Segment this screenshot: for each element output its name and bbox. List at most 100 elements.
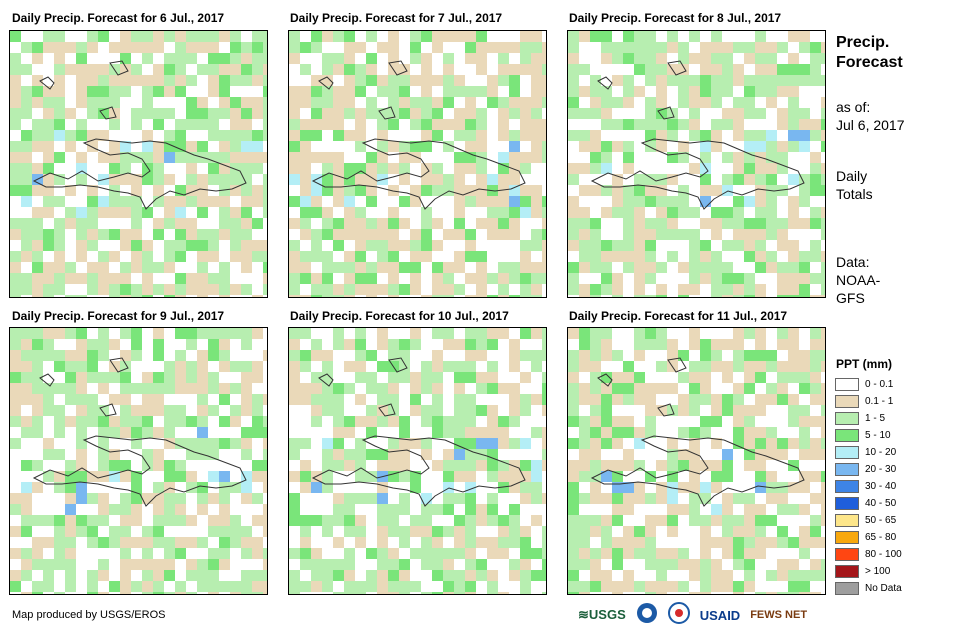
precip-cell: [810, 559, 821, 570]
precip-cell: [208, 108, 219, 119]
precip-cell: [634, 438, 645, 449]
precip-cell: [289, 592, 300, 594]
precip-cell: [722, 240, 733, 251]
precip-cell: [333, 229, 344, 240]
precip-cell: [568, 515, 579, 526]
precip-cell: [289, 504, 300, 515]
precip-cell: [164, 372, 175, 383]
precip-cell: [21, 548, 32, 559]
precip-cell: [164, 471, 175, 482]
precip-cell: [153, 229, 164, 240]
precip-cell: [799, 218, 810, 229]
precip-cell: [634, 493, 645, 504]
precip-cell: [388, 559, 399, 570]
precip-cell: [777, 449, 788, 460]
precip-cell: [799, 141, 810, 152]
map-panel-1[interactable]: [9, 30, 268, 298]
precip-cell: [21, 251, 32, 262]
precip-cell: [454, 471, 465, 482]
precip-cell: [109, 229, 120, 240]
precip-cell: [821, 174, 825, 185]
precip-cell: [355, 163, 366, 174]
precip-cell: [755, 295, 766, 297]
precip-cell: [487, 449, 498, 460]
precip-cell: [208, 75, 219, 86]
precip-cell: [153, 141, 164, 152]
precip-cell: [131, 251, 142, 262]
precip-cell: [252, 108, 263, 119]
precip-cell: [821, 537, 825, 548]
precip-cell: [601, 460, 612, 471]
precip-cell: [568, 262, 579, 273]
map-panel-3[interactable]: [567, 30, 826, 298]
precip-cell: [568, 229, 579, 240]
precip-cell: [612, 383, 623, 394]
precip-cell: [744, 383, 755, 394]
precip-cell: [667, 251, 678, 262]
precip-cell: [799, 284, 810, 295]
precip-cell: [509, 42, 520, 53]
precip-cell: [568, 273, 579, 284]
precip-cell: [377, 526, 388, 537]
legend-item: 80 - 100: [835, 546, 902, 563]
legend-swatch: [835, 446, 859, 459]
precip-cell: [87, 240, 98, 251]
precip-cell: [208, 559, 219, 570]
precip-cell: [322, 108, 333, 119]
precip-cell: [197, 185, 208, 196]
precip-cell: [531, 31, 542, 42]
precip-cell: [509, 537, 520, 548]
precip-cell: [465, 372, 476, 383]
precip-cell: [733, 361, 744, 372]
precip-cell: [263, 86, 267, 97]
precip-cell: [454, 493, 465, 504]
precip-cell: [377, 262, 388, 273]
precip-cell: [153, 262, 164, 273]
precip-cell: [579, 449, 590, 460]
precip-cell: [777, 361, 788, 372]
precip-cell: [476, 460, 487, 471]
precip-cell: [568, 570, 579, 581]
precip-cell: [487, 229, 498, 240]
precip-cell: [175, 493, 186, 504]
precip-cell: [432, 394, 443, 405]
map-panel-6[interactable]: [567, 327, 826, 595]
precip-cell: [109, 174, 120, 185]
precip-cell: [498, 119, 509, 130]
precip-cell: [454, 394, 465, 405]
precip-cell: [142, 493, 153, 504]
precip-cell: [766, 471, 777, 482]
precip-cell: [76, 416, 87, 427]
precip-cell: [131, 64, 142, 75]
precip-cell: [311, 295, 322, 297]
precip-cell: [76, 273, 87, 284]
precip-cell: [164, 383, 175, 394]
precip-cell: [120, 592, 131, 594]
precip-cell: [421, 537, 432, 548]
precip-cell: [388, 383, 399, 394]
precip-cell: [590, 405, 601, 416]
precip-cell: [263, 75, 267, 86]
precip-cell: [509, 460, 520, 471]
map-panel-4[interactable]: [9, 327, 268, 595]
precip-cell: [432, 526, 443, 537]
map-panel-2[interactable]: [288, 30, 547, 298]
precip-cell: [623, 53, 634, 64]
precip-cell: [344, 295, 355, 297]
map-panel-5[interactable]: [288, 327, 547, 595]
precip-cell: [788, 240, 799, 251]
precip-cell: [410, 482, 421, 493]
precip-cell: [87, 416, 98, 427]
precip-cell: [722, 75, 733, 86]
precip-cell: [821, 130, 825, 141]
precip-cell: [208, 119, 219, 130]
precip-cell: [241, 251, 252, 262]
precip-cell: [487, 42, 498, 53]
precip-cell: [623, 262, 634, 273]
precip-cell: [568, 97, 579, 108]
precip-cell: [689, 119, 700, 130]
precip-cell: [542, 526, 546, 537]
precip-cell: [230, 152, 241, 163]
precip-cell: [667, 196, 678, 207]
precip-cell: [388, 449, 399, 460]
